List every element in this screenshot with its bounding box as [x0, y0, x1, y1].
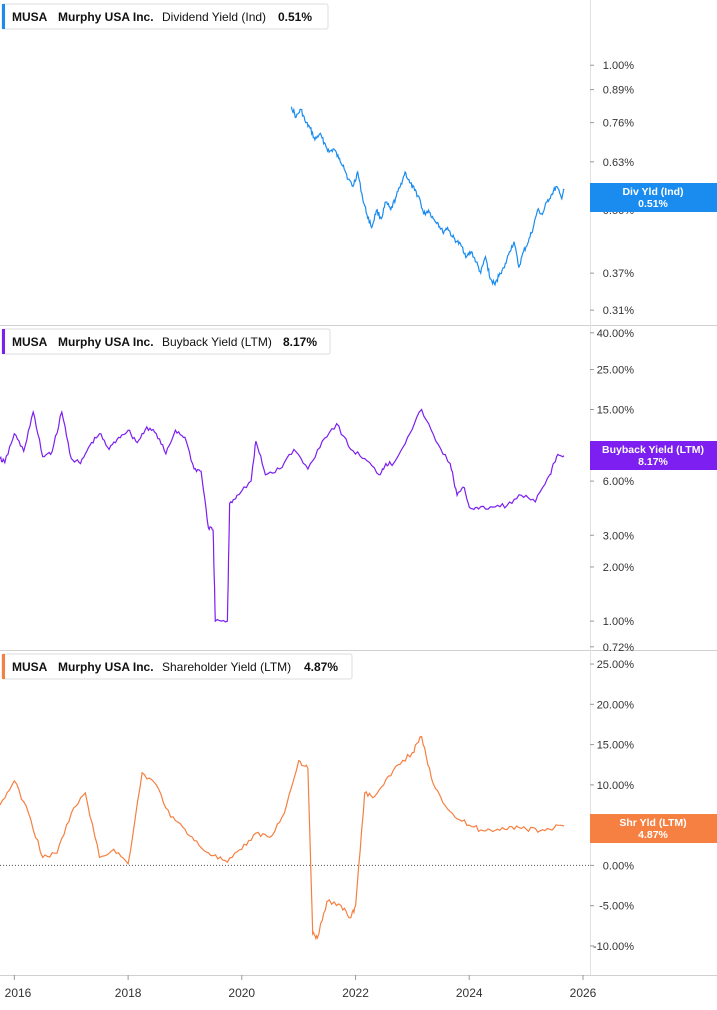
legend-value: 0.51% [278, 10, 312, 24]
y-tick-label: 0.00% [603, 860, 634, 872]
y-tick-label: 0.63% [603, 157, 634, 169]
y-tick-label: -10.00% [593, 941, 634, 953]
y-tick-label: 0.72% [603, 642, 634, 654]
buyback-yield-legend: MUSA Murphy USA Inc. Buyback Yield (LTM)… [1, 328, 331, 355]
legend-company: Murphy USA Inc. [58, 10, 154, 24]
x-axis-ticks: 2016 2018 2020 2022 2024 2026 [5, 975, 597, 1000]
legend-metric: Buyback Yield (LTM) [162, 335, 272, 349]
buyback-yield-y-ticks: 40.00% 25.00% 15.00% 6.00% 3.00% 2.00% 1.00% 0.… [590, 328, 634, 654]
shareholder-yield-badge: Shr Yld (LTM) 4.87% [590, 814, 717, 843]
y-tick-label: 0.37% [603, 268, 634, 280]
value-badge-label: Shr Yld (LTM) [619, 817, 686, 829]
legend-metric: Shareholder Yield (LTM) [162, 660, 291, 674]
legend-metric: Dividend Yield (Ind) [162, 10, 266, 24]
value-badge-background [590, 183, 717, 212]
dividend-yield-badge: Div Yld (Ind) 0.51% [590, 183, 717, 212]
y-tick-label: -5.00% [599, 901, 634, 913]
value-badge-value: 8.17% [638, 456, 668, 468]
y-tick-label: 2.00% [603, 562, 634, 574]
value-badge-background [590, 441, 717, 470]
y-tick-label: 15.00% [597, 740, 635, 752]
y-tick-label: 25.00% [597, 659, 635, 671]
y-tick-label: 6.00% [603, 476, 634, 488]
y-tick-label: 3.00% [603, 530, 634, 542]
value-badge-background [590, 814, 717, 843]
legend-color-swatch [2, 4, 5, 29]
x-tick-label: 2022 [342, 986, 369, 1000]
shareholder-yield-legend: MUSA Murphy USA Inc. Shareholder Yield (… [1, 653, 353, 680]
dividend-yield-legend: MUSA Murphy USA Inc. Dividend Yield (Ind… [1, 3, 329, 30]
y-tick-label: 0.89% [603, 85, 634, 97]
x-tick-label: 2016 [5, 986, 32, 1000]
y-tick-label: 10.00% [597, 780, 635, 792]
buyback-yield-badge: Buyback Yield (LTM) 8.17% [590, 441, 717, 470]
legend-ticker: MUSA [12, 660, 48, 674]
legend-company: Murphy USA Inc. [58, 660, 154, 674]
legend-ticker: MUSA [12, 10, 48, 24]
value-badge-value: 0.51% [638, 198, 668, 210]
y-tick-label: 0.76% [603, 118, 634, 130]
legend-color-swatch [2, 329, 5, 354]
y-tick-label: 1.00% [603, 616, 634, 628]
legend-value: 8.17% [283, 335, 317, 349]
shareholder-yield-y-ticks: 25.00%20.00%15.00%10.00%5.00%0.00%-5.00%… [590, 659, 634, 953]
value-badge-label: Div Yld (Ind) [622, 186, 683, 198]
legend-value: 4.87% [304, 660, 338, 674]
x-tick-label: 2020 [228, 986, 255, 1000]
value-badge-label: Buyback Yield (LTM) [602, 444, 704, 456]
dividend-yield-line [290, 106, 565, 287]
y-tick-label: 40.00% [597, 328, 635, 340]
y-tick-label: 1.00% [603, 60, 634, 72]
legend-ticker: MUSA [12, 335, 48, 349]
legend-company: Murphy USA Inc. [58, 335, 154, 349]
y-tick-label: 25.00% [597, 365, 635, 377]
x-tick-label: 2024 [456, 986, 483, 1000]
shareholder-yield-line [0, 735, 565, 941]
y-tick-label: 20.00% [597, 699, 635, 711]
y-tick-label: 15.00% [597, 404, 635, 416]
x-tick-label: 2026 [570, 986, 597, 1000]
y-tick-label: 0.31% [603, 305, 634, 317]
buyback-yield-panel: 40.00% 25.00% 15.00% 6.00% 3.00% 2.00% 1.00% 0.… [0, 328, 634, 654]
buyback-yield-line [0, 408, 565, 623]
shareholder-yield-panel: 25.00%20.00%15.00%10.00%5.00%0.00%-5.00%… [0, 659, 634, 953]
value-badge-value: 4.87% [638, 829, 668, 841]
x-tick-label: 2018 [115, 986, 142, 1000]
legend-color-swatch [2, 654, 5, 679]
